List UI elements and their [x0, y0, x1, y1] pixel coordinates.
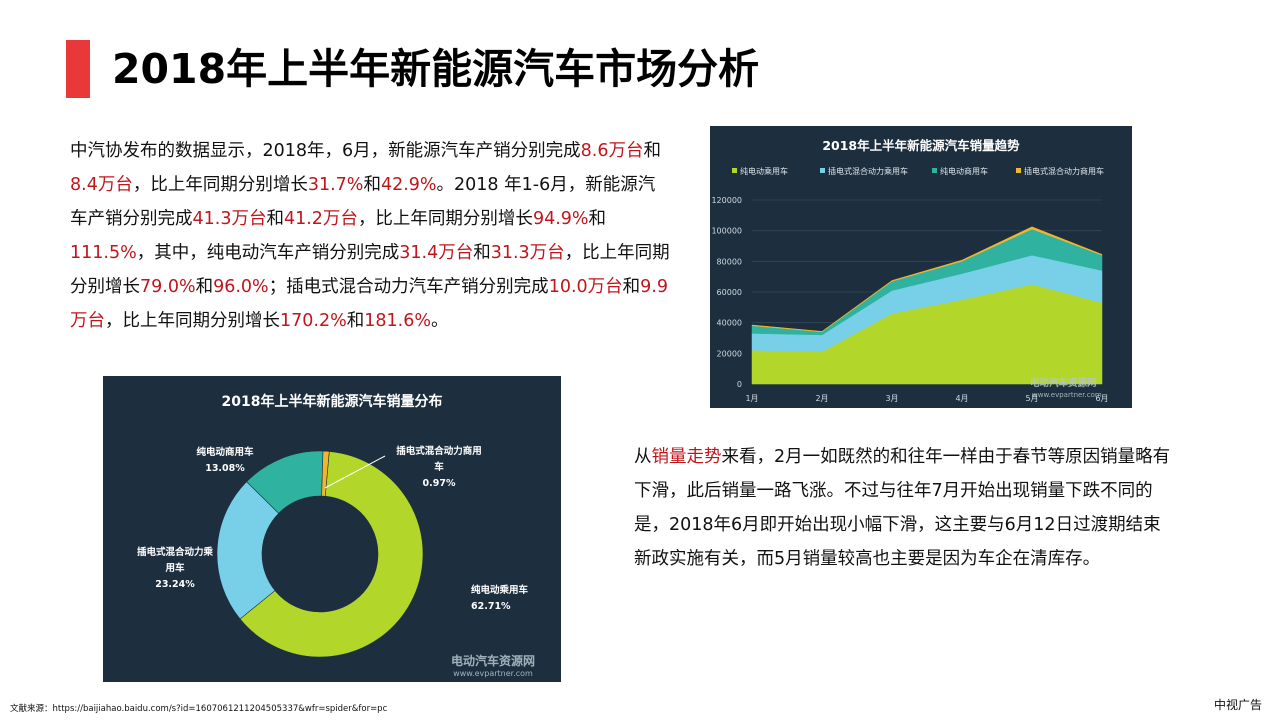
area-series-4: [751, 226, 1103, 333]
y-tick-label: 100000: [711, 227, 742, 236]
text-run: 来看，2月一如既然的和往年一样由于春节等原因销量略有下滑，此后销量一路飞涨。不过…: [634, 447, 1171, 569]
text-run: 中汽协发布的数据显示，2018年，6月，新能源汽车产销分别完成: [70, 141, 581, 161]
text-run: ，比上年同期分别增长: [105, 311, 280, 331]
x-tick-label: 2月: [815, 394, 828, 403]
donut-slice-1: [239, 451, 424, 658]
highlight-figure: 31.7%: [307, 175, 364, 195]
leader-line: [324, 455, 386, 489]
legend-swatch: [732, 168, 737, 173]
chart-watermark-url: www.evpartner.com: [453, 669, 533, 678]
legend-swatch: [932, 168, 937, 173]
title-accent-bar: [66, 40, 90, 98]
label-phev-passenger-name: 用车: [164, 562, 185, 574]
legend-swatch: [820, 168, 825, 173]
highlight-figure: 9.9万台: [70, 277, 668, 331]
highlight-figure: 8.6万台: [580, 141, 644, 161]
text-run: 和: [643, 141, 662, 161]
highlight-figure: 170.2%: [280, 311, 347, 331]
highlight-figure: 41.2万台: [283, 209, 358, 229]
text-run: ，比上年同期分别增长: [132, 175, 308, 195]
chart-title: 2018年上半年新能源汽车销量趋势: [822, 138, 1020, 153]
text-run: 和: [622, 277, 641, 297]
highlight-figure: 销量走势: [651, 447, 722, 467]
y-tick-label: 0: [737, 380, 742, 389]
sales-distribution-chart: 2018年上半年新能源汽车销量分布纯电动商用车 13.08% 插电式混合动力商用车 0…: [103, 376, 561, 682]
chart-title: 2018年上半年新能源汽车销量分布: [222, 393, 443, 410]
highlight-figure: 96.0%: [213, 277, 269, 297]
legend-swatch: [1016, 168, 1021, 173]
x-tick-label: 1月: [745, 394, 758, 403]
text-run: ，比上年同期分别增长: [357, 209, 533, 229]
trend-paragraph: 从销量走势来看，2月一如既然的和往年一样由于春节等原因销量略有下滑，此后销量一路…: [634, 440, 1174, 576]
highlight-figure: 111.5%: [70, 243, 137, 263]
text-run: 和: [588, 209, 607, 229]
highlight-figure: 42.9%: [380, 175, 437, 195]
highlight-figure: 79.0%: [140, 277, 196, 297]
y-tick-label: 60000: [717, 288, 742, 297]
chart-watermark: 电动汽车资源网: [451, 653, 535, 668]
label-phev-commercial-value: 0.97%: [423, 478, 456, 489]
legend-label: 插电式混合动力乘用车: [828, 166, 908, 176]
text-run: ，其中，纯电动汽车产销分别完成: [136, 243, 400, 263]
intro-paragraph: 中汽协发布的数据显示，2018年，6月，新能源汽车产销分别完成8.6万台和8.4…: [70, 134, 670, 338]
label-bev-passenger-value: 62.71%: [471, 601, 511, 612]
page-title: 2018年上半年新能源汽车市场分析: [112, 45, 760, 93]
label-phev-commercial-name: 车: [434, 461, 444, 473]
highlight-figure: 94.9%: [532, 209, 589, 229]
highlight-figure: 31.3万台: [490, 243, 565, 263]
chart-watermark-url: www.evpartner.com: [1032, 391, 1102, 399]
label-phev-commercial-name: 插电式混合动力商用: [396, 445, 482, 457]
highlight-figure: 41.3万台: [192, 209, 267, 229]
source-citation: 文献来源：https://baijiahao.baidu.com/s?id=16…: [10, 704, 388, 714]
legend-label: 插电式混合动力商用车: [1024, 166, 1104, 176]
label-bev-passenger-name: 纯电动乘用车: [471, 584, 529, 596]
highlight-figure: 10.0万台: [548, 277, 623, 297]
chart-watermark: 电动汽车资源网: [1030, 377, 1097, 389]
text-run: 和: [195, 277, 214, 297]
text-run: 和: [363, 175, 381, 195]
text-run: 。2018 年1-6月，新能源汽车产销分别完成: [70, 175, 656, 229]
y-tick-label: 20000: [717, 349, 742, 358]
text-run: 和: [346, 311, 365, 331]
text-run: ；插电式混合动力汽车产销分别完成: [268, 277, 549, 297]
highlight-figure: 31.4万台: [399, 243, 474, 263]
highlight-figure: 8.4万台: [70, 175, 133, 195]
text-run: ，比上年同期分别增长: [70, 243, 670, 297]
legend-label: 纯电动乘用车: [740, 166, 788, 176]
x-tick-label: 4月: [955, 394, 968, 403]
text-run: 和: [266, 209, 284, 229]
label-bev-commercial-value: 13.08%: [205, 463, 245, 474]
y-tick-label: 120000: [711, 196, 742, 205]
text-run: 和: [473, 243, 491, 263]
x-tick-label: 5月: [1025, 394, 1038, 403]
donut-slice-4: [321, 450, 330, 497]
y-tick-label: 40000: [717, 319, 742, 328]
sales-trend-chart: 2018年上半年新能源汽车销量趋势纯电动乘用车 插电式混合动力乘用车 纯电动商用车 插…: [710, 126, 1132, 408]
highlight-figure: 181.6%: [364, 311, 431, 331]
x-tick-label: 3月: [885, 394, 898, 403]
label-bev-commercial-name: 纯电动商用车: [196, 446, 254, 458]
x-tick-label: 6月: [1095, 394, 1108, 403]
brand-label: 中视广告: [1213, 698, 1262, 712]
legend-label: 纯电动商用车: [940, 166, 988, 176]
text-run: 从: [634, 447, 652, 467]
label-phev-passenger-value: 23.24%: [155, 579, 195, 590]
text-run: 。: [430, 311, 449, 331]
label-phev-passenger-name: 插电式混合动力乘: [137, 546, 214, 558]
y-tick-label: 80000: [717, 257, 742, 266]
